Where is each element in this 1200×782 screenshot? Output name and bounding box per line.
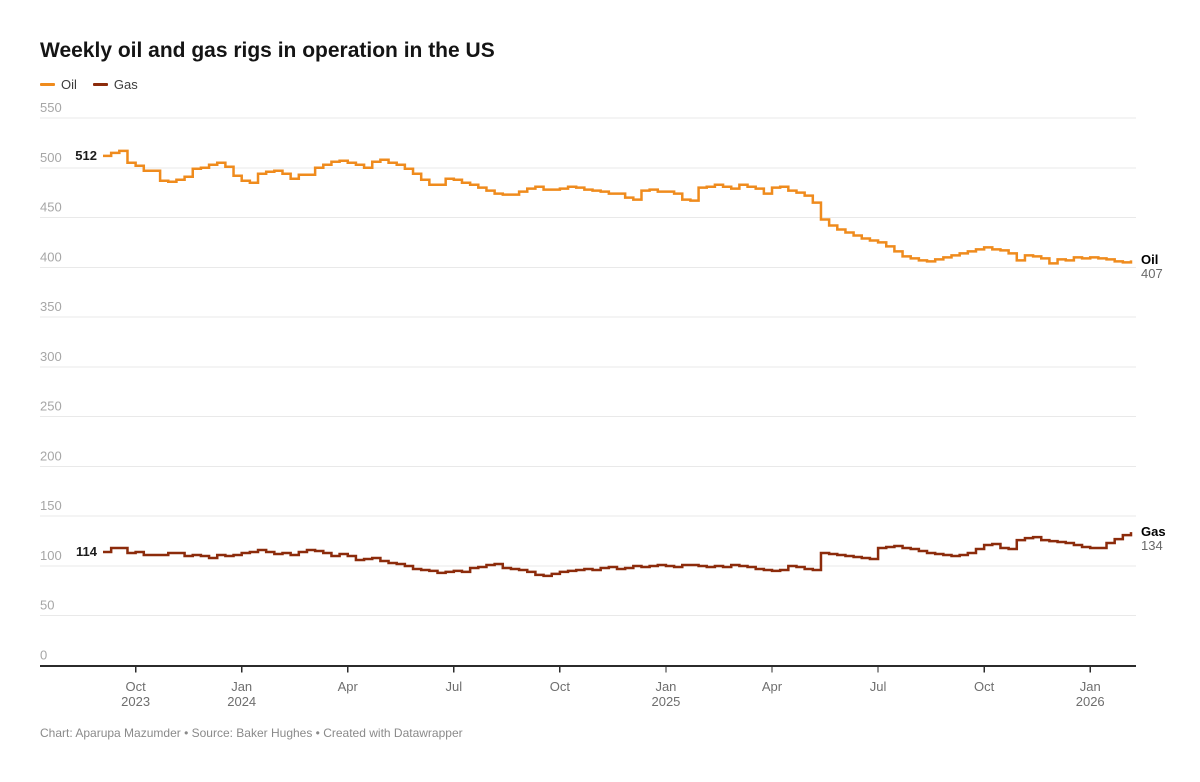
x-axis — [40, 665, 1136, 673]
x-tick-label-year: 2023 — [121, 694, 150, 709]
x-tick-label-month: Apr — [338, 679, 359, 694]
legend-label-oil: Oil — [61, 77, 77, 92]
y-tick-label: 250 — [40, 399, 62, 414]
y-tick-label: 200 — [40, 448, 62, 463]
x-tick-label-month: Oct — [550, 679, 571, 694]
oil-line-swatch-icon — [40, 83, 55, 86]
chart-title: Weekly oil and gas rigs in operation in … — [40, 39, 495, 62]
legend: Oil Gas — [40, 77, 138, 92]
y-axis-labels: 0 50 100 150 200 250 300 350 400 450 500 550 — [40, 100, 62, 663]
gas-line — [103, 532, 1133, 578]
gas-end-value: 134 — [1141, 538, 1163, 554]
y-tick-label: 500 — [40, 150, 62, 165]
oil-end-value: 407 — [1141, 266, 1163, 282]
y-tick-label: 150 — [40, 498, 62, 513]
x-tick-label-month: Jul — [446, 679, 463, 694]
x-tick-label-month: Jan — [1080, 679, 1101, 694]
oil-end-series-name: Oil — [1141, 252, 1159, 268]
gridlines — [40, 117, 1136, 617]
x-tick-label-month: Jan — [655, 679, 676, 694]
y-tick-label: 300 — [40, 349, 62, 364]
x-tick-label-year: 2026 — [1076, 694, 1105, 709]
x-tick-label-month: Oct — [974, 679, 995, 694]
x-tick-label-year: 2025 — [651, 694, 680, 709]
y-tick-label: 50 — [40, 598, 54, 613]
y-tick-label: 400 — [40, 249, 62, 264]
chart-footer: Chart: Aparupa Mazumder • Source: Baker … — [40, 726, 463, 740]
y-tick-label: 550 — [40, 100, 62, 115]
gas-start-value: 114 — [76, 544, 97, 560]
oil-start-value: 512 — [75, 147, 97, 163]
y-tick-label: 100 — [40, 548, 62, 563]
x-tick-label-month: Apr — [762, 679, 783, 694]
gas-end-label: Gas 134 — [1141, 525, 1166, 553]
oil-line — [103, 149, 1133, 265]
gas-end-series-name: Gas — [1141, 524, 1166, 540]
oil-end-label: Oil 407 — [1141, 253, 1163, 281]
x-tick-label-year: 2024 — [227, 694, 256, 709]
x-tick-label-month: Jan — [231, 679, 252, 694]
x-tick-label-month: Jul — [870, 679, 887, 694]
legend-item-gas: Gas — [92, 77, 138, 92]
y-tick-label: 0 — [40, 648, 47, 663]
y-tick-label: 350 — [40, 299, 62, 314]
y-tick-label: 450 — [40, 200, 62, 215]
gas-line-swatch-icon — [92, 83, 108, 86]
legend-item-oil: Oil — [40, 77, 77, 92]
legend-label-gas: Gas — [113, 77, 138, 92]
x-tick-label-month: Oct — [126, 679, 147, 694]
